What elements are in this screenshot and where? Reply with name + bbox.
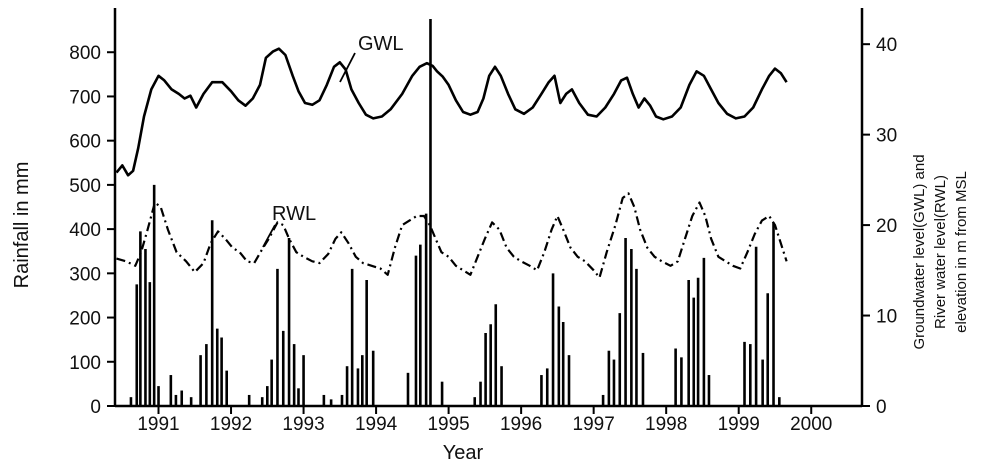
- left-tick-label-1: 100: [69, 353, 101, 374]
- x-axis-ticks: 1991 1992 1993 1994 1995 1996 1997 1998 1999 2000: [137, 406, 832, 435]
- x-tick-label-6: 1997: [573, 414, 615, 435]
- x-tick-label-3: 1994: [355, 414, 398, 435]
- x-tick-label-0: 1991: [137, 414, 179, 435]
- right-axis-ticks: 0 10 20 30 40: [862, 35, 897, 418]
- left-axis-ticks: 0 100 200 300 400 500 600 700 800: [69, 43, 115, 418]
- right-tick-label-1: 10: [876, 307, 897, 328]
- right-axis-label-line-1: Groundwater level(GWL) and: [911, 154, 928, 349]
- rainfall-bars: [129, 19, 781, 406]
- rwl-leader-line: [262, 224, 276, 248]
- series-gwl-line: [115, 47, 788, 177]
- left-tick-label-3: 300: [69, 264, 101, 285]
- right-axis-label: Groundwater level(GWL) and River water l…: [911, 154, 970, 349]
- rwl-label: RWL: [272, 203, 316, 225]
- left-tick-label-6: 600: [69, 132, 101, 153]
- right-axis-label-line-2: River water level(RWL): [932, 175, 949, 329]
- left-tick-label-7: 700: [69, 87, 101, 108]
- x-tick-label-7: 1998: [645, 414, 687, 435]
- gwl-label: GWL: [358, 33, 404, 55]
- x-tick-label-9: 2000: [790, 414, 832, 435]
- x-tick-label-8: 1999: [718, 414, 760, 435]
- x-tick-label-1: 1992: [210, 414, 252, 435]
- x-tick-label-5: 1996: [500, 414, 542, 435]
- x-axis-label: Year: [443, 442, 484, 464]
- series-rwl-line: [116, 192, 788, 279]
- right-axis-label-line-3: elevation in m from MSL: [953, 171, 970, 333]
- left-tick-label-8: 800: [69, 43, 101, 64]
- left-tick-label-4: 400: [69, 220, 101, 241]
- x-tick-label-2: 1993: [282, 414, 324, 435]
- right-tick-label-3: 30: [876, 126, 897, 147]
- right-tick-label-2: 20: [876, 216, 897, 237]
- left-tick-label-2: 200: [69, 309, 101, 330]
- left-tick-label-5: 500: [69, 176, 101, 197]
- x-tick-label-4: 1995: [427, 414, 469, 435]
- left-axis-label: Rainfall in mm: [11, 162, 33, 289]
- right-tick-label-4: 40: [876, 35, 897, 56]
- right-tick-label-0: 0: [876, 397, 887, 418]
- gwl-leader-line: [339, 52, 356, 83]
- series-lines: [115, 47, 788, 279]
- left-tick-label-0: 0: [90, 397, 101, 418]
